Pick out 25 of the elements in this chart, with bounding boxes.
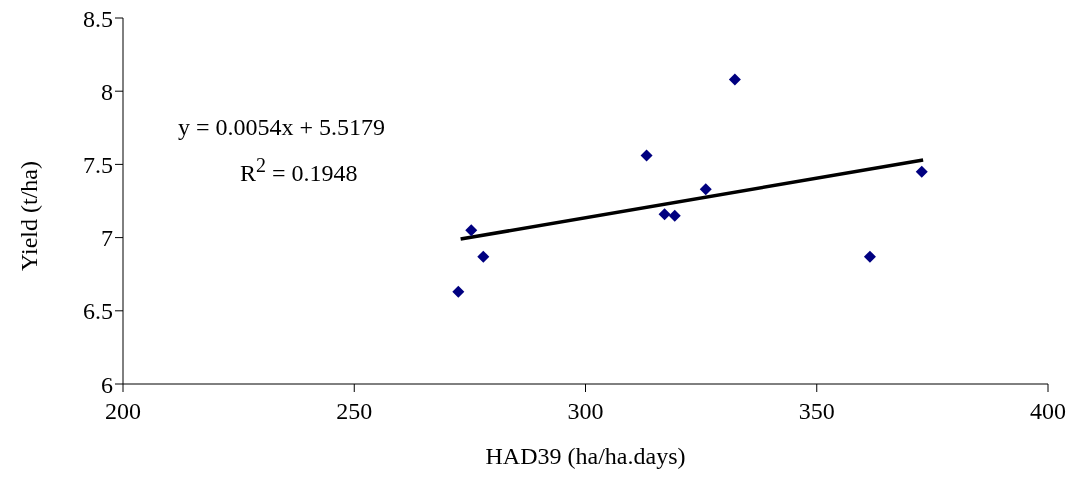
x-tick-label: 300 — [567, 398, 604, 425]
point — [863, 250, 876, 263]
y-tick-label: 6.5 — [83, 298, 113, 325]
point — [465, 224, 478, 237]
point — [658, 208, 671, 221]
y-tick-label: 6 — [101, 371, 113, 398]
annotation: R$^{2}$ = 0.1948 — [240, 153, 358, 187]
y-tick-label: 7.5 — [83, 151, 113, 178]
annotation: y = 0.0054x + 5.5179 — [178, 113, 386, 141]
y-axis-title: Yield (t/ha) — [15, 161, 42, 271]
x-axis-title: HAD39 (ha/ha.days) — [485, 443, 686, 469]
y-tick-label: 8 — [101, 78, 113, 105]
point — [640, 149, 653, 162]
point — [699, 183, 712, 196]
point — [477, 250, 490, 263]
x-tick-label: 200 — [105, 398, 141, 425]
point — [728, 73, 741, 86]
point — [668, 209, 681, 222]
y-tick-label: 7 — [101, 225, 113, 252]
point — [915, 165, 928, 178]
y-tick-label: 8.5 — [83, 5, 113, 32]
x-tick-label: 250 — [336, 398, 373, 425]
point — [452, 285, 465, 298]
x-tick-label: 350 — [798, 398, 835, 425]
x-tick-label: 400 — [1030, 398, 1066, 425]
